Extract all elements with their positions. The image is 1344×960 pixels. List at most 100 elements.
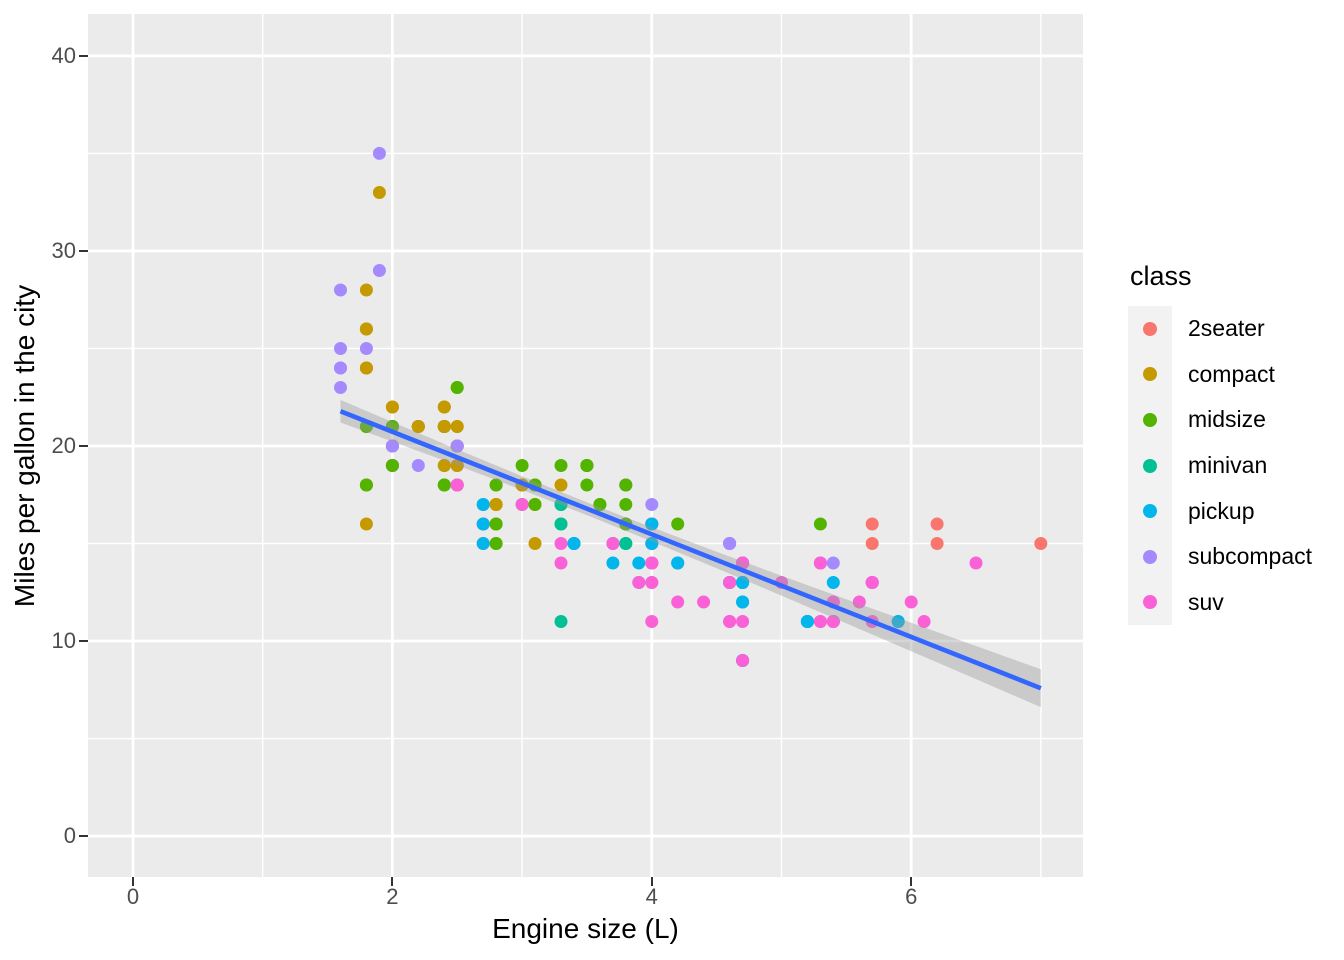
point-suv xyxy=(450,478,464,492)
x-tick-label: 2 xyxy=(386,884,399,909)
point-pickup xyxy=(476,537,490,550)
point-suv xyxy=(813,556,827,570)
point-compact xyxy=(359,322,373,336)
point-pickup xyxy=(476,498,490,511)
point-minivan xyxy=(619,537,633,550)
point-2seater xyxy=(930,517,944,531)
point-suv xyxy=(554,556,568,570)
y-tick-label: 30 xyxy=(51,238,76,263)
legend-point-icon xyxy=(1143,458,1157,473)
point-midsize xyxy=(528,498,542,511)
point-subcompact xyxy=(723,537,737,550)
point-suv xyxy=(904,595,918,609)
point-pickup xyxy=(567,537,581,550)
y-tick-label: 0 xyxy=(63,823,76,848)
point-pickup xyxy=(826,576,840,589)
point-suv xyxy=(736,556,750,570)
point-2seater xyxy=(930,537,944,550)
point-midsize xyxy=(450,381,464,394)
point-suv xyxy=(723,615,737,628)
legend-items: 2seater compact midsize minivan pickup subcom… xyxy=(1128,306,1312,626)
point-pickup xyxy=(736,595,750,609)
point-midsize xyxy=(359,478,373,492)
legend-item-minivan: minivan xyxy=(1128,442,1312,489)
legend-key xyxy=(1128,306,1172,352)
point-suv xyxy=(645,576,659,589)
point-compact xyxy=(359,283,373,297)
point-2seater xyxy=(865,517,879,531)
legend-item-midsize: midsize xyxy=(1128,397,1312,443)
legend-item-2seater: 2seater xyxy=(1128,306,1312,352)
point-subcompact xyxy=(372,264,386,277)
point-midsize xyxy=(437,478,451,492)
point-compact xyxy=(437,400,451,414)
y-tick-mark xyxy=(79,54,88,57)
point-suv xyxy=(723,576,737,589)
legend-point-icon xyxy=(1143,549,1157,564)
legend-point-icon xyxy=(1143,367,1157,382)
point-midsize xyxy=(619,498,633,511)
point-subcompact xyxy=(826,556,840,570)
legend-title: class xyxy=(1130,261,1192,291)
point-suv xyxy=(917,615,931,628)
legend-key xyxy=(1128,442,1172,489)
point-pickup xyxy=(671,556,685,570)
point-compact xyxy=(489,498,503,511)
point-suv xyxy=(515,498,529,511)
x-tick-mark xyxy=(391,877,394,886)
point-midsize xyxy=(593,498,607,511)
point-compact xyxy=(385,400,399,414)
point-midsize xyxy=(813,517,827,531)
point-2seater xyxy=(865,537,879,550)
y-tick-label: 10 xyxy=(51,628,76,653)
x-tick-mark xyxy=(650,877,653,886)
legend-key xyxy=(1128,579,1172,626)
point-compact xyxy=(437,420,451,433)
point-subcompact xyxy=(450,439,464,453)
point-subcompact xyxy=(385,439,399,453)
scatter-points xyxy=(334,146,1048,667)
point-compact xyxy=(411,420,425,433)
point-pickup xyxy=(645,537,659,550)
point-compact xyxy=(372,186,386,199)
point-suv xyxy=(671,595,685,609)
legend-item-compact: compact xyxy=(1128,351,1312,398)
point-midsize xyxy=(580,459,594,472)
point-subcompact xyxy=(645,498,659,511)
point-compact xyxy=(450,459,464,472)
legend-item-pickup: pickup xyxy=(1128,488,1312,534)
point-subcompact xyxy=(411,459,425,472)
x-tick-label: 0 xyxy=(126,884,140,909)
point-compact xyxy=(437,459,451,472)
legend-item-subcompact: subcompact xyxy=(1128,533,1312,580)
point-pickup xyxy=(800,615,814,628)
legend-key xyxy=(1128,351,1172,398)
legend-item-label: compact xyxy=(1188,360,1275,387)
legend-item-label: midsize xyxy=(1188,406,1266,433)
x-tick-mark xyxy=(132,877,134,886)
point-suv xyxy=(813,615,827,628)
legend-point-icon xyxy=(1143,412,1157,427)
point-suv xyxy=(554,537,568,550)
point-suv xyxy=(852,595,866,609)
x-axis-title: Engine size (L) xyxy=(492,913,679,944)
point-pickup xyxy=(606,556,620,570)
point-subcompact xyxy=(334,381,347,394)
smooth-line xyxy=(339,409,1042,691)
point-suv xyxy=(969,556,983,570)
point-suv xyxy=(865,576,879,589)
legend-item-label: pickup xyxy=(1188,497,1255,524)
point-subcompact xyxy=(334,361,347,375)
plot-panel xyxy=(88,14,1083,877)
point-minivan xyxy=(554,517,568,531)
point-compact xyxy=(359,361,373,375)
point-subcompact xyxy=(359,342,373,355)
point-compact xyxy=(528,537,542,550)
point-midsize xyxy=(515,459,529,472)
smooth-ci-ribbon xyxy=(340,399,1041,708)
x-tick-label: 4 xyxy=(645,884,658,909)
legend-item-label: 2seater xyxy=(1188,315,1265,342)
point-suv xyxy=(645,615,659,628)
point-compact xyxy=(359,517,373,531)
